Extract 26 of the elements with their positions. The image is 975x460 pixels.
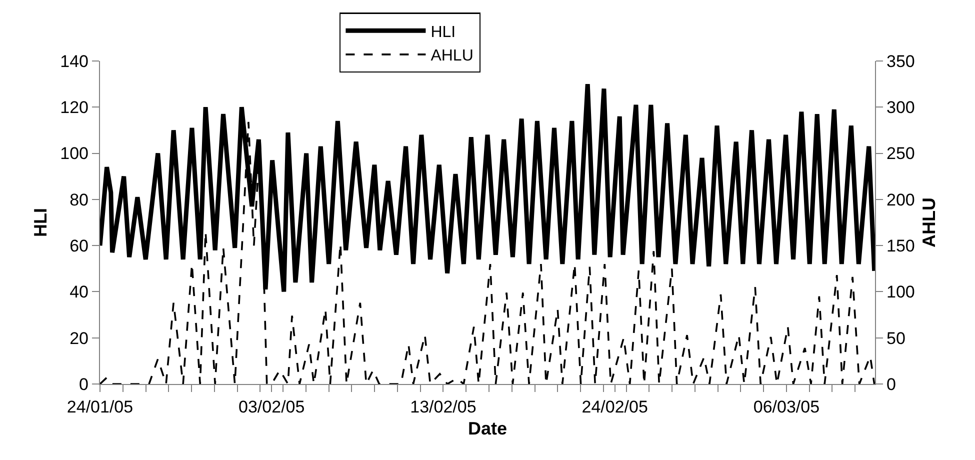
- y2-tick-label: 300: [886, 98, 915, 118]
- y-tick-label: 80: [70, 190, 88, 210]
- y2-tick-label: 150: [886, 236, 915, 256]
- x-tick-label: 13/02/05: [410, 398, 476, 416]
- y-tick-label: 100: [60, 144, 88, 164]
- y2-tick-label: 350: [886, 52, 915, 71]
- y2-tick-label: 100: [886, 282, 915, 302]
- x-tick-label: 03/02/05: [238, 398, 305, 416]
- y-axis-title: HLI: [30, 208, 50, 237]
- legend-label: HLI: [430, 24, 456, 41]
- y-tick-label: 20: [70, 328, 88, 348]
- legend-label: AHLU: [430, 48, 474, 65]
- y-tick-label: 140: [60, 52, 88, 71]
- y2-tick-label: 0: [886, 374, 896, 394]
- y2-axis-title: AHLU: [918, 198, 939, 248]
- x-tick-label: 24/02/05: [582, 398, 648, 416]
- y-tick-label: 120: [60, 98, 88, 118]
- y-tick-label: 0: [79, 374, 88, 394]
- x-axis-title: Date: [468, 418, 508, 439]
- x-tick-label: 06/03/05: [753, 398, 820, 416]
- y2-tick-label: 50: [886, 328, 906, 348]
- x-tick-label: 24/01/05: [66, 398, 134, 416]
- y2-tick-label: 250: [886, 144, 915, 164]
- y-tick-label: 40: [70, 282, 88, 302]
- y2-tick-label: 200: [886, 190, 915, 210]
- y-tick-label: 60: [70, 236, 88, 256]
